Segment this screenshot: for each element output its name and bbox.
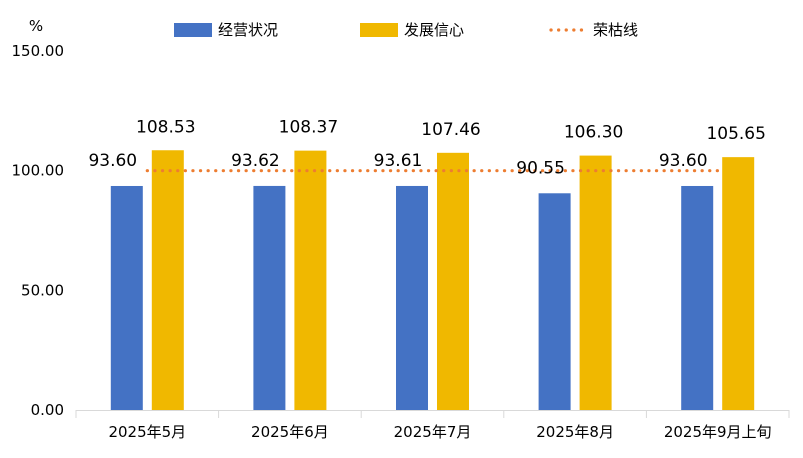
legend: 经营状况 发展信心 荣枯线	[174, 21, 638, 39]
y-tick-label: 100.00	[12, 162, 65, 180]
bar-confidence	[151, 150, 184, 410]
bar-confidence	[579, 155, 612, 410]
y-tick-label: 0.00	[31, 401, 64, 419]
legend-label: 经营状况	[218, 21, 278, 39]
bar-confidence	[722, 157, 755, 410]
data-label: 93.60	[659, 151, 708, 171]
data-label: 106.30	[564, 123, 623, 143]
x-axis: 2025年5月 2025年6月 2025年7月 2025年8月 2025年9月上旬	[75, 410, 790, 441]
data-label: 93.61	[374, 151, 423, 171]
x-tick-label: 2025年8月	[536, 423, 614, 441]
legend-label: 荣枯线	[593, 21, 638, 39]
bar-operating	[110, 185, 143, 410]
x-tick-label: 2025年9月上旬	[664, 423, 772, 441]
x-tick-label: 2025年6月	[251, 423, 329, 441]
data-label: 108.53	[136, 117, 195, 137]
y-axis-ticks: 0.00 50.00 100.00 150.00	[12, 42, 65, 419]
legend-label: 发展信心	[404, 21, 464, 39]
bar-operating	[396, 185, 428, 410]
bar-operating	[253, 185, 286, 410]
x-tick-label: 2025年7月	[394, 423, 472, 441]
legend-swatch	[360, 23, 398, 37]
y-tick-label: 150.00	[12, 42, 65, 60]
data-label: 108.37	[279, 118, 338, 138]
bars	[110, 150, 755, 411]
bar-operating	[538, 193, 571, 410]
data-label: 93.60	[88, 151, 137, 171]
data-label: 107.46	[421, 120, 480, 140]
data-label: 105.65	[706, 124, 765, 144]
bar-confidence	[437, 152, 469, 411]
legend-swatch	[174, 23, 212, 37]
x-tick-label: 2025年5月	[108, 423, 186, 441]
data-label: 90.55	[516, 158, 565, 178]
y-axis-unit-label: %	[29, 17, 43, 35]
data-label: 93.62	[231, 151, 280, 171]
y-tick-label: 50.00	[21, 281, 64, 299]
bar-operating	[681, 185, 714, 410]
data-labels: 93.60 108.53 93.62 108.37 93.61 107.46 90.55 10…	[88, 117, 765, 178]
bar-confidence	[294, 150, 327, 410]
